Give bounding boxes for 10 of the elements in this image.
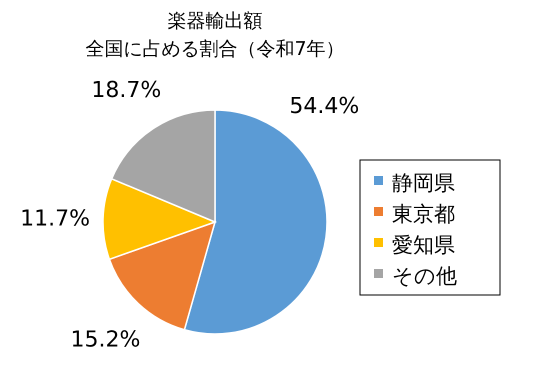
data-label: 18.7% [91, 78, 162, 103]
chart-subtitle: 全国に占める割合（令和7年） [85, 38, 345, 60]
legend-label: 東京都 [392, 202, 455, 226]
data-label: 15.2% [70, 328, 140, 353]
data-label: 11.7% [20, 206, 90, 232]
data-label: 54.4% [289, 94, 360, 120]
legend-label: その他 [392, 264, 457, 288]
legend-label: 静岡県 [392, 171, 455, 195]
legend-label: 愛知県 [392, 233, 455, 257]
chart-title: 楽器輸出額 [168, 10, 262, 32]
